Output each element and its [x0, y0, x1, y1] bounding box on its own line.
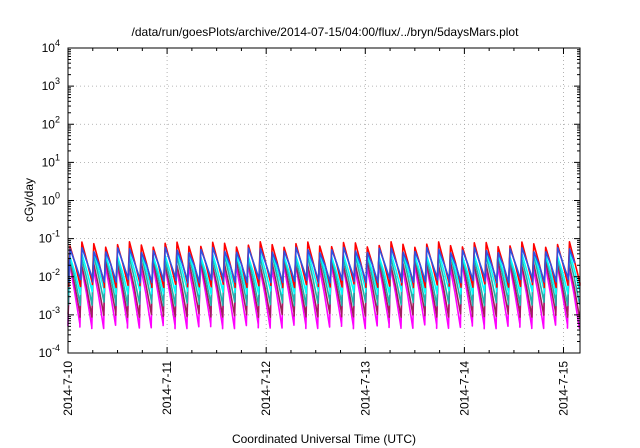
- x-axis-ticks: 2014-7-10 2014-7-11 2014-7-12 2014-7-13 2014…: [61, 48, 570, 416]
- y-tick-label: 10-1: [39, 229, 60, 246]
- y-tick-label: 103: [42, 76, 60, 93]
- y-axis-label: cGy/day: [22, 178, 36, 222]
- y-tick-label: 101: [42, 152, 60, 169]
- series-line: [67, 246, 576, 284]
- y-tick-label: 104: [42, 38, 60, 55]
- x-tick-label: 2014-7-10: [61, 361, 75, 416]
- series-line: [67, 252, 581, 307]
- series-line: [67, 261, 581, 330]
- y-axis-ticks: 10-4 10-3 10-2 10-1 100 101 102 103 104: [39, 38, 580, 360]
- x-tick-label: 2014-7-11: [160, 361, 174, 415]
- x-tick-label: 2014-7-14: [457, 361, 471, 416]
- series-line: [67, 258, 581, 318]
- y-tick-label: 10-2: [39, 267, 60, 284]
- plot-series: [67, 240, 581, 330]
- series-line: [67, 240, 581, 289]
- y-tick-label: 100: [42, 191, 60, 208]
- y-tick-label: 10-3: [39, 305, 60, 322]
- chart-title: /data/run/goesPlots/archive/2014-07-15/0…: [132, 25, 520, 39]
- y-tick-label: 102: [42, 114, 60, 131]
- x-axis-label: Coordinated Universal Time (UTC): [232, 432, 416, 446]
- y-tick-label: 10-4: [39, 343, 60, 360]
- series-line: [67, 250, 581, 296]
- grid: [68, 48, 580, 353]
- x-tick-label: 2014-7-13: [358, 361, 372, 416]
- x-tick-label: 2014-7-15: [556, 361, 570, 416]
- x-tick-label: 2014-7-12: [259, 361, 273, 416]
